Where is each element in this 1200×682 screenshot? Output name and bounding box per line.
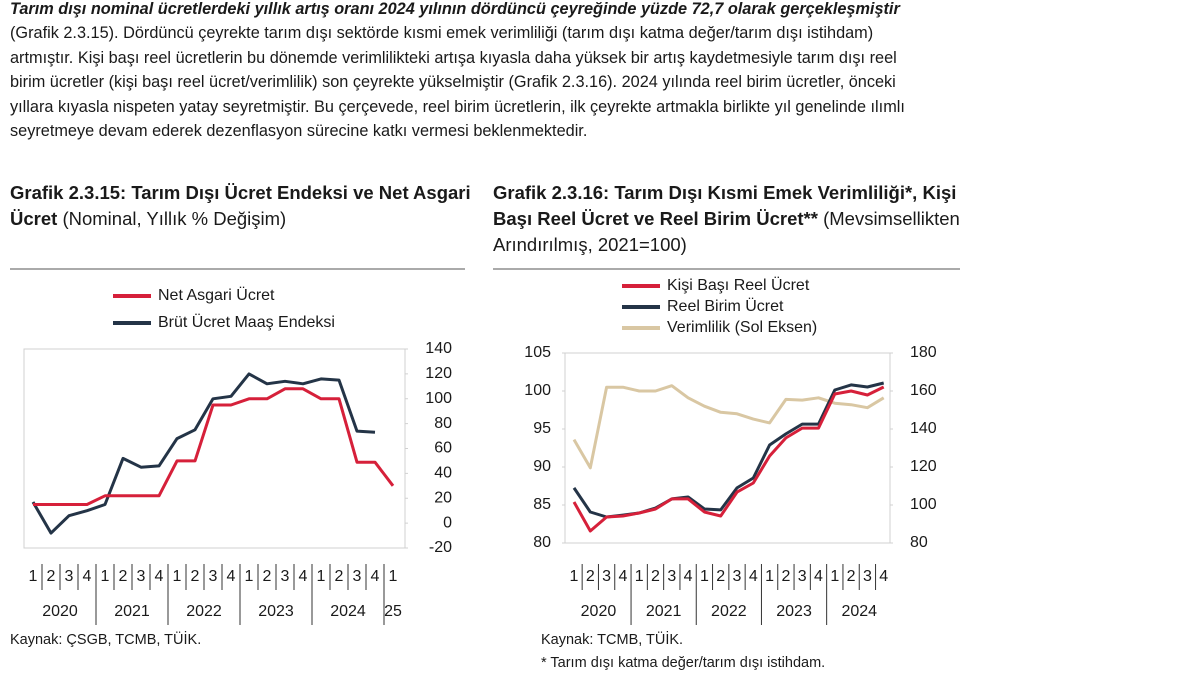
y-tick-label: 120 (910, 458, 937, 475)
x-tick-label: 1 (29, 568, 38, 585)
y-tick-label: 0 (443, 514, 452, 531)
y-tick-label: 100 (425, 390, 452, 407)
x-tick-label: 3 (667, 568, 676, 585)
series-line (572, 385, 885, 533)
y-tick-label: 180 (910, 344, 937, 361)
x-tick-label: 1 (389, 568, 398, 585)
y-tick-label: 105 (524, 344, 551, 361)
x-tick-label: 1 (101, 568, 110, 585)
x-group-label: 25 (384, 603, 402, 620)
x-group-label: 2022 (711, 603, 747, 620)
x-tick-label: 1 (245, 568, 254, 585)
x-tick-label: 2 (335, 568, 344, 585)
x-group-label: 2024 (841, 603, 877, 620)
lead-text: Tarım dışı nominal ücretlerdeki yıllık a… (10, 0, 900, 18)
x-tick-label: 1 (700, 568, 709, 585)
y-tick-label: 140 (425, 340, 452, 357)
y-tick-label: 85 (533, 496, 551, 513)
x-tick-label: 4 (879, 568, 888, 585)
y-tick-label: 80 (533, 534, 551, 551)
y-tick-label: 80 (910, 534, 928, 551)
y-tick-label: 90 (533, 458, 551, 475)
x-tick-label: 3 (353, 568, 362, 585)
x-group-label: 2022 (186, 603, 222, 620)
x-tick-label: 3 (209, 568, 218, 585)
y-tick-label: 120 (425, 365, 452, 382)
legend-label: Net Asgari Ücret (158, 286, 275, 304)
x-tick-label: 2 (47, 568, 56, 585)
x-tick-label: 3 (137, 568, 146, 585)
source: Kaynak: TCMB, TÜİK. (541, 632, 684, 648)
x-tick-label: 3 (733, 568, 742, 585)
chart-subtitle: (Mevsimsellikten Arındırılmış, 2021=100) (493, 208, 960, 255)
x-group-label: 2024 (330, 603, 366, 620)
y-tick-label: 60 (434, 440, 452, 457)
x-tick-label: 2 (781, 568, 790, 585)
source: Kaynak: ÇSGB, TCMB, TÜİK. (10, 632, 202, 648)
y-tick-label: 95 (533, 420, 551, 437)
x-tick-label: 2 (716, 568, 725, 585)
note: * Tarım dışı katma değer/tarım dışı isti… (541, 655, 826, 671)
x-tick-label: 3 (798, 568, 807, 585)
x-tick-label: 4 (371, 568, 380, 585)
chart-subtitle: (Nominal, Yıllık % Değişim) (62, 208, 287, 229)
y-tick-label: -20 (429, 539, 452, 556)
x-group-label: 2021 (646, 603, 682, 620)
x-tick-label: 4 (83, 568, 92, 585)
legend-label: Brüt Ücret Maaş Endeksi (158, 313, 335, 331)
y-tick-label: 40 (434, 465, 452, 482)
x-tick-label: 4 (684, 568, 693, 585)
y-tick-label: 160 (910, 382, 937, 399)
y-tick-label: 80 (434, 415, 452, 432)
series-line (33, 387, 395, 506)
chart-title-block: Grafik 2.3.15: Tarım Dışı Ücret Endeksi … (10, 180, 472, 232)
x-tick-label: 2 (191, 568, 200, 585)
paragraph: Tarım dışı nominal ücretlerdeki yıllık a… (10, 0, 915, 143)
y-tick-label: 140 (910, 420, 937, 437)
plot-area (23, 348, 406, 549)
x-tick-label: 3 (602, 568, 611, 585)
x-tick-label: 1 (570, 568, 579, 585)
series-line (31, 372, 376, 535)
x-tick-label: 1 (317, 568, 326, 585)
x-group-label: 2021 (114, 603, 150, 620)
x-tick-label: 2 (651, 568, 660, 585)
x-tick-label: 1 (635, 568, 644, 585)
x-group-label: 2020 (42, 603, 78, 620)
x-tick-label: 4 (814, 568, 823, 585)
x-tick-label: 3 (65, 568, 74, 585)
x-tick-label: 4 (227, 568, 236, 585)
plot-area (564, 352, 891, 544)
y-tick-label: 100 (524, 382, 551, 399)
x-tick-label: 1 (830, 568, 839, 585)
chart-title-block: Grafik 2.3.16: Tarım Dışı Kısmi Emek Ver… (493, 180, 963, 258)
y-tick-label: 100 (910, 496, 937, 513)
x-group-label: 2020 (581, 603, 617, 620)
legend-label: Reel Birim Ücret (667, 297, 784, 315)
chart-title: Grafik 2.3.16: Tarım Dışı Kısmi Emek Ver… (493, 182, 957, 229)
body-text: (Grafik 2.3.15). Dördüncü çeyrekte tarım… (10, 24, 905, 141)
x-tick-label: 2 (847, 568, 856, 585)
x-tick-label: 2 (119, 568, 128, 585)
y-tick-label: 20 (434, 489, 452, 506)
x-tick-label: 4 (749, 568, 758, 585)
legend-label: Kişi Başı Reel Ücret (667, 276, 810, 294)
x-tick-label: 3 (863, 568, 872, 585)
x-tick-label: 2 (586, 568, 595, 585)
legend-label: Verimlilik (Sol Eksen) (667, 319, 817, 336)
x-group-label: 2023 (258, 603, 294, 620)
x-tick-label: 1 (173, 568, 182, 585)
x-group-label: 2023 (776, 603, 812, 620)
x-tick-label: 3 (281, 568, 290, 585)
x-tick-label: 4 (618, 568, 627, 585)
x-tick-label: 1 (765, 568, 774, 585)
x-tick-label: 2 (263, 568, 272, 585)
x-tick-label: 4 (299, 568, 308, 585)
series-line (572, 384, 885, 470)
chart-title: Grafik 2.3.15: Tarım Dışı Ücret Endeksi … (10, 182, 471, 229)
x-tick-label: 4 (155, 568, 164, 585)
